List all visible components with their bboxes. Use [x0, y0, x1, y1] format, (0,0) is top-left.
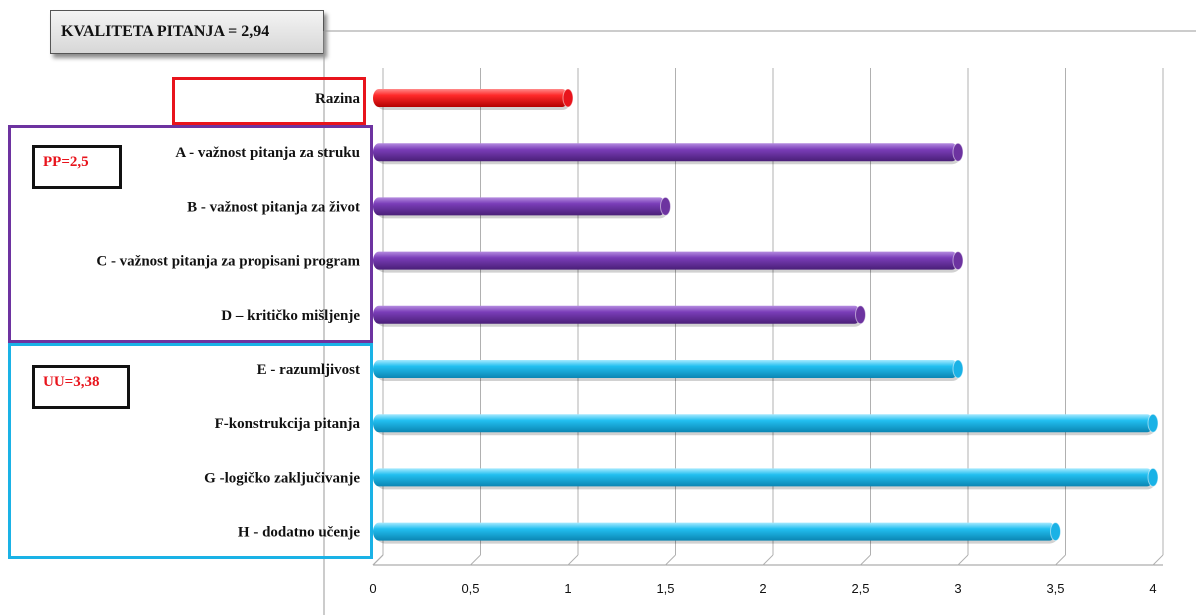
bar [373, 305, 861, 324]
x-tick-label: 3,5 [1046, 581, 1064, 596]
bar-end-cap [855, 305, 866, 325]
gridline-depth [1055, 554, 1066, 566]
gridline-depth [567, 554, 579, 566]
category-label: A - važnost pitanja za struku [175, 145, 360, 161]
gridline-depth [957, 554, 969, 566]
bar [373, 251, 958, 270]
bar-end-cap [1050, 522, 1061, 542]
bar-end-cap [952, 142, 964, 162]
x-tick-label: 0 [369, 581, 376, 596]
x-tick-label: 1,5 [656, 581, 674, 596]
bar-end-cap [952, 359, 964, 379]
uu-group-frame [8, 343, 373, 559]
category-label: E - razumljivost [257, 362, 360, 378]
category-label: D – kritičko mišljenje [221, 308, 360, 324]
bar-end-cap [1147, 413, 1159, 433]
bar-end-cap [1147, 467, 1159, 487]
bar [373, 197, 666, 216]
chart-title: KVALITETA PITANJA = 2,94 [50, 10, 324, 54]
bar-end-cap [660, 196, 671, 216]
category-label: C - važnost pitanja za propisani program [96, 254, 360, 270]
bar-end-cap [562, 88, 574, 108]
gridline-depth [1152, 554, 1164, 566]
category-label: B - važnost pitanja za život [187, 199, 360, 215]
x-tick-label: 0,5 [461, 581, 479, 596]
gridline-depth [762, 554, 774, 566]
bar [373, 89, 568, 107]
x-tick-label: 2 [759, 581, 766, 596]
bar [373, 522, 1056, 541]
razina-group-frame [172, 77, 366, 125]
pp-summary-box: PP=2,5 [32, 145, 122, 189]
bar [373, 468, 1153, 487]
x-tick-label: 3 [954, 581, 961, 596]
x-tick-label: 4 [1149, 581, 1156, 596]
gridline-depth [470, 554, 481, 566]
bar-end-cap [952, 251, 964, 271]
gridline-depth [665, 554, 676, 566]
category-label: Razina [315, 91, 361, 107]
gridline-depth [372, 554, 384, 566]
category-label: H - dodatno učenje [238, 525, 360, 541]
uu-summary-box: UU=3,38 [32, 365, 130, 409]
gridline-depth [860, 554, 871, 566]
bar [373, 360, 958, 378]
x-tick-label: 1 [564, 581, 571, 596]
x-tick-label: 2,5 [851, 581, 869, 596]
bar [373, 143, 958, 162]
bar [373, 414, 1153, 433]
pp-group-frame [8, 125, 373, 343]
category-label: F-konstrukcija pitanja [215, 416, 361, 432]
category-label: G -logičko zaključivanje [204, 470, 360, 486]
